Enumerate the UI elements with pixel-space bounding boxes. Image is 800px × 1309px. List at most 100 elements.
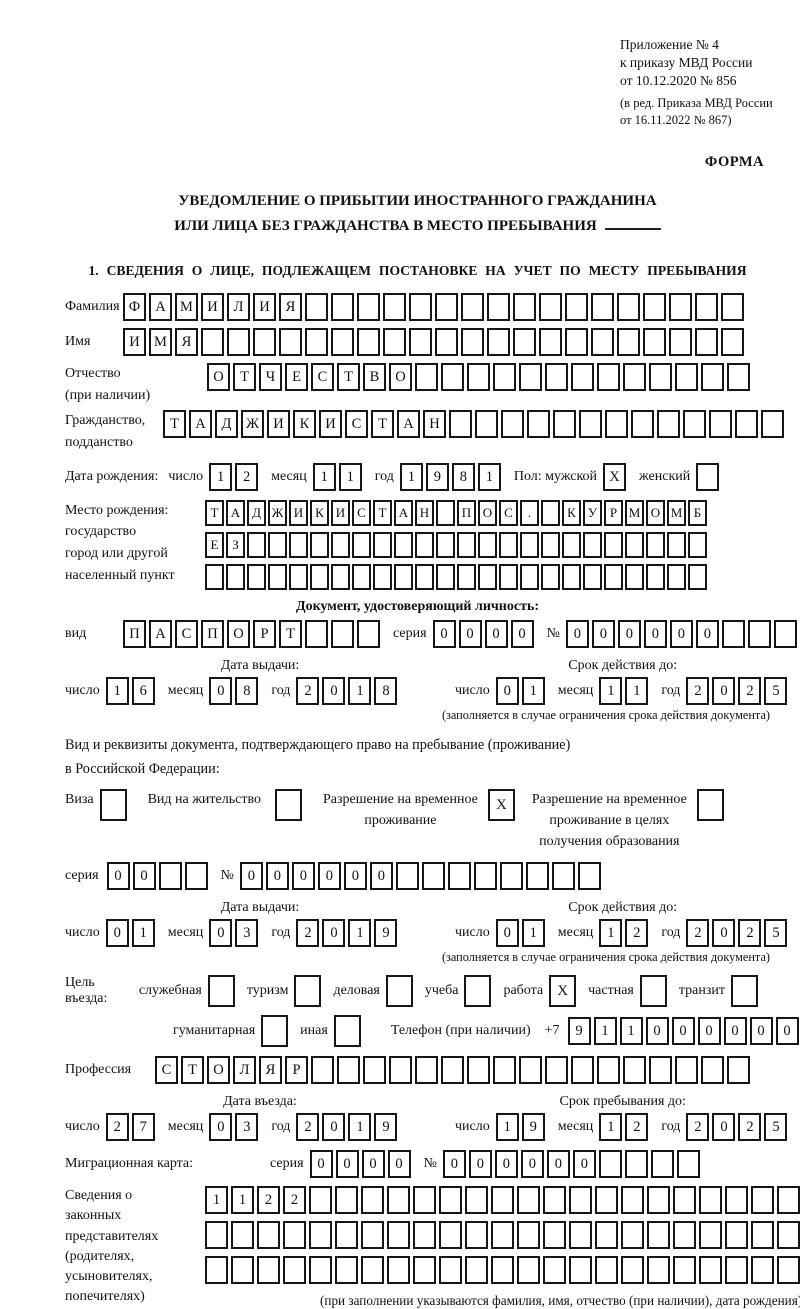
- char-cell-filled[interactable]: 5: [764, 677, 787, 705]
- char-cell-empty[interactable]: [387, 1221, 410, 1249]
- char-cell-empty[interactable]: [605, 410, 628, 438]
- char-cell-empty[interactable]: [383, 293, 406, 321]
- char-cell-filled[interactable]: 0: [724, 1017, 747, 1045]
- char-cell-empty[interactable]: [467, 363, 490, 391]
- char-cell-empty[interactable]: [701, 1056, 724, 1084]
- char-cell-empty[interactable]: [595, 1221, 618, 1249]
- char-cell-empty[interactable]: [667, 532, 686, 558]
- char-cell-filled[interactable]: И: [201, 293, 224, 321]
- char-cell-filled[interactable]: 0: [433, 620, 456, 648]
- char-cell-filled[interactable]: Р: [285, 1056, 308, 1084]
- char-cell-empty[interactable]: [396, 862, 419, 890]
- char-cell-empty[interactable]: [226, 564, 245, 590]
- char-cell-filled[interactable]: 0: [566, 620, 589, 648]
- char-cell-filled[interactable]: 0: [362, 1150, 385, 1178]
- char-cell-empty[interactable]: [478, 564, 497, 590]
- char-cell-filled[interactable]: 0: [496, 919, 519, 947]
- char-cell-empty[interactable]: [695, 328, 718, 356]
- char-cell-empty[interactable]: [527, 410, 550, 438]
- char-cell-filled[interactable]: С: [175, 620, 198, 648]
- char-cell-empty[interactable]: [487, 293, 510, 321]
- char-cell-filled[interactable]: 2: [686, 677, 709, 705]
- char-cell-empty[interactable]: [415, 363, 438, 391]
- char-cell-filled[interactable]: 0: [459, 620, 482, 648]
- char-cell-empty[interactable]: [499, 564, 518, 590]
- char-cell-empty[interactable]: [597, 1056, 620, 1084]
- char-cell-filled[interactable]: Я: [279, 293, 302, 321]
- char-cell-filled[interactable]: 0: [292, 862, 315, 890]
- char-cell-filled[interactable]: 1: [348, 919, 371, 947]
- char-cell-empty[interactable]: [725, 1186, 748, 1214]
- char-cell-empty[interactable]: [727, 363, 750, 391]
- char-cell-filled[interactable]: 7: [132, 1113, 155, 1141]
- char-cell-empty[interactable]: [283, 1221, 306, 1249]
- checkbox-туризм[interactable]: [294, 975, 321, 1007]
- char-cell-filled[interactable]: А: [149, 620, 172, 648]
- char-cell-filled[interactable]: 1: [522, 677, 545, 705]
- char-cell-empty[interactable]: [669, 293, 692, 321]
- char-cell-empty[interactable]: [725, 1221, 748, 1249]
- char-cell-empty[interactable]: [571, 363, 594, 391]
- char-cell-empty[interactable]: [562, 532, 581, 558]
- char-cell-filled[interactable]: 2: [738, 919, 761, 947]
- char-cell-filled[interactable]: 2: [686, 1113, 709, 1141]
- char-cell-filled[interactable]: X: [603, 463, 626, 491]
- char-cell-empty[interactable]: [268, 532, 287, 558]
- char-cell-empty[interactable]: [279, 328, 302, 356]
- char-cell-filled[interactable]: Т: [181, 1056, 204, 1084]
- char-cell-empty[interactable]: [475, 410, 498, 438]
- char-cell-filled[interactable]: 9: [522, 1113, 545, 1141]
- char-cell-filled[interactable]: 5: [764, 919, 787, 947]
- checkbox-temp-permit[interactable]: X: [488, 789, 515, 821]
- char-cell-empty[interactable]: [701, 363, 724, 391]
- char-cell-empty[interactable]: [283, 1256, 306, 1284]
- checkbox-учеба[interactable]: [464, 975, 491, 1007]
- checkbox-работа[interactable]: X: [549, 975, 576, 1007]
- char-cell-empty[interactable]: [517, 1221, 540, 1249]
- char-cell-filled[interactable]: 3: [235, 919, 258, 947]
- char-cell-filled[interactable]: 2: [625, 919, 648, 947]
- char-cell-filled[interactable]: 1: [599, 919, 622, 947]
- char-cell-filled[interactable]: А: [149, 293, 172, 321]
- char-cell-empty[interactable]: [361, 1221, 384, 1249]
- char-cell-filled[interactable]: Е: [205, 532, 224, 558]
- char-cell-filled[interactable]: И: [123, 328, 146, 356]
- char-cell-filled[interactable]: 5: [764, 1113, 787, 1141]
- char-cell-empty[interactable]: [688, 532, 707, 558]
- char-cell-filled[interactable]: 9: [374, 1113, 397, 1141]
- char-cell-empty[interactable]: [289, 532, 308, 558]
- char-cell-filled[interactable]: 2: [257, 1186, 280, 1214]
- char-cell-filled[interactable]: 2: [106, 1113, 129, 1141]
- char-cell-empty[interactable]: [699, 1186, 722, 1214]
- char-cell-empty[interactable]: [487, 328, 510, 356]
- char-cell-empty[interactable]: [721, 293, 744, 321]
- char-cell-empty[interactable]: [331, 620, 354, 648]
- char-cell-filled[interactable]: 0: [388, 1150, 411, 1178]
- char-cell-filled[interactable]: Е: [285, 363, 308, 391]
- char-cell-filled[interactable]: 0: [712, 919, 735, 947]
- char-cell-filled[interactable]: О: [227, 620, 250, 648]
- char-cell-empty[interactable]: [383, 328, 406, 356]
- char-cell-filled[interactable]: 0: [646, 1017, 669, 1045]
- char-cell-filled[interactable]: Т: [205, 500, 224, 526]
- char-cell-filled[interactable]: Т: [233, 363, 256, 391]
- char-cell-empty[interactable]: [331, 564, 350, 590]
- char-cell-empty[interactable]: [257, 1256, 280, 1284]
- char-cell-empty[interactable]: [617, 328, 640, 356]
- char-cell-filled[interactable]: 0: [573, 1150, 596, 1178]
- char-cell-empty[interactable]: [205, 1256, 228, 1284]
- char-cell-filled[interactable]: 0: [240, 862, 263, 890]
- char-cell-filled[interactable]: 0: [209, 1113, 232, 1141]
- char-cell-empty[interactable]: [604, 532, 623, 558]
- char-cell-empty[interactable]: [517, 1186, 540, 1214]
- char-cell-filled[interactable]: 2: [738, 677, 761, 705]
- char-cell-filled[interactable]: 0: [318, 862, 341, 890]
- char-cell-empty[interactable]: [268, 564, 287, 590]
- checkbox-residence-permit[interactable]: [275, 789, 302, 821]
- char-cell-empty[interactable]: [646, 532, 665, 558]
- char-cell-empty[interactable]: [231, 1221, 254, 1249]
- char-cell-empty[interactable]: [415, 1056, 438, 1084]
- char-cell-empty[interactable]: [541, 532, 560, 558]
- char-cell-filled[interactable]: Т: [373, 500, 392, 526]
- char-cell-filled[interactable]: 0: [618, 620, 641, 648]
